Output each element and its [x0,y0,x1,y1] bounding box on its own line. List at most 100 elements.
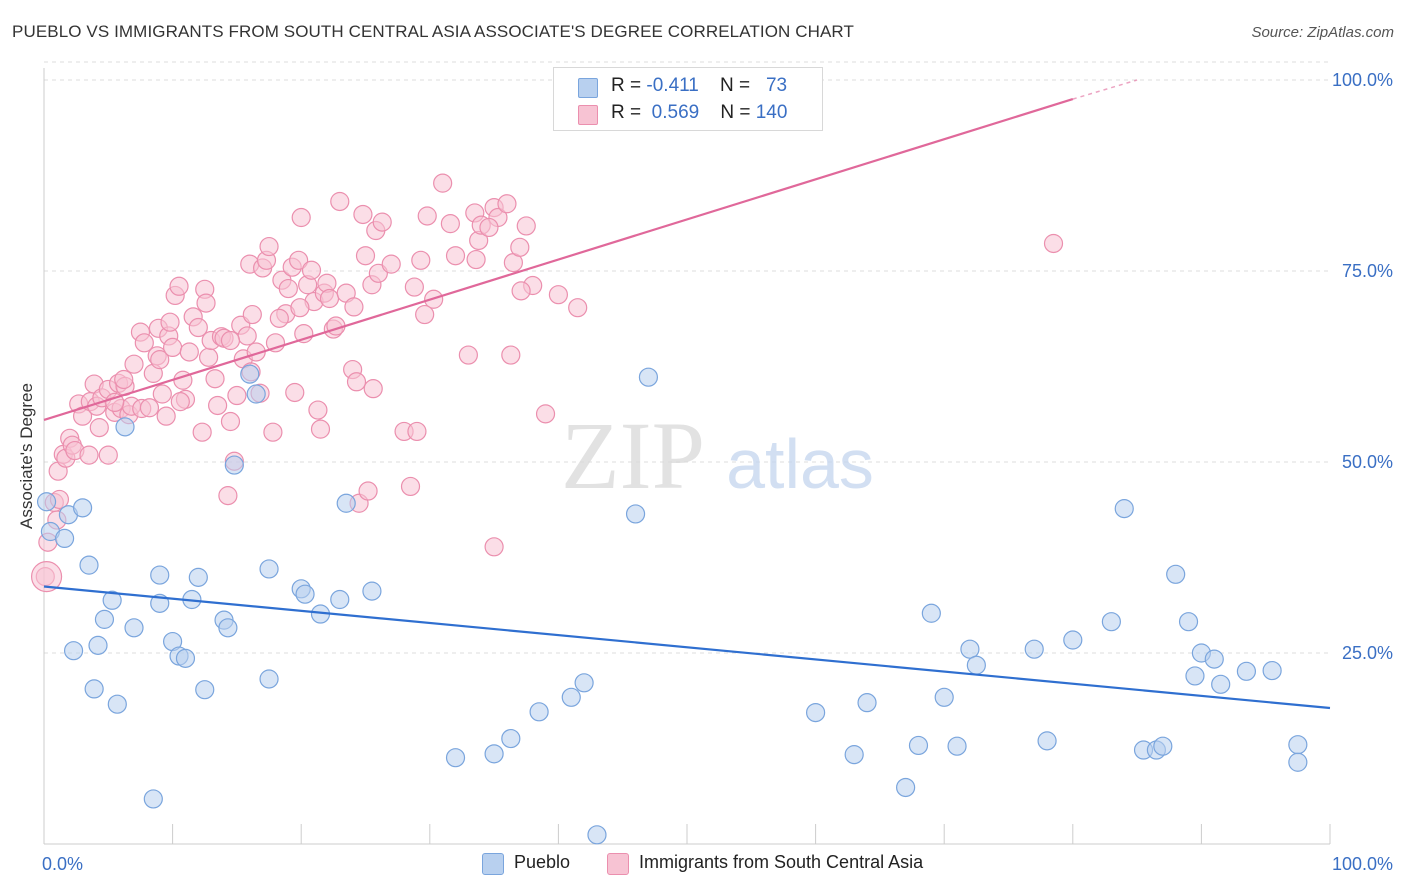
point-immigrants [205,369,225,389]
pueblo-swatch [578,78,598,98]
point-immigrants [484,537,504,557]
point-immigrants [479,217,499,238]
point-pueblo [362,581,382,601]
point-pueblo [36,492,57,512]
point-immigrants [1043,233,1064,254]
point-immigrants [440,214,460,234]
point-immigrants [445,246,466,266]
point-immigrants [220,411,241,432]
point-pueblo [960,639,980,659]
point-pueblo [1236,661,1257,681]
point-immigrants [163,337,183,357]
point-immigrants [227,385,247,406]
point-pueblo [72,498,93,518]
watermark: ZIP atlas [561,402,874,509]
legend-label: Pueblo [514,852,571,872]
point-pueblo [246,384,266,404]
immigrants-swatch [578,105,598,125]
point-immigrants [285,382,305,403]
r-label: R = [611,102,642,123]
point-pueblo [1101,612,1121,632]
point-pueblo [1288,752,1308,772]
point-pueblo [259,559,279,579]
r-label: R = [611,75,642,96]
point-immigrants [170,392,190,412]
point-pueblo [1153,736,1173,756]
point-immigrants [415,304,435,325]
point-immigrants [289,250,309,270]
point-immigrants [411,250,431,270]
point-pueblo [805,702,826,723]
point-immigrants [196,293,216,313]
point-pueblo [638,367,659,387]
point-immigrants [105,392,125,413]
point-immigrants [310,419,331,439]
point-pueblo [1288,735,1308,755]
tick-labels: 25.0% 50.0% 75.0% 100.0% 0.0% 100.0% [42,70,1393,874]
point-immigrants [124,354,144,374]
source-label: Source: ZipAtlas.com [1251,24,1394,41]
point-pueblo [1037,731,1057,751]
point-immigrants [290,298,310,318]
point-pueblo [529,702,549,722]
point-pueblo [107,694,127,714]
point-immigrants [407,421,427,442]
legend-label: Immigrants from South Central Asia [639,852,924,872]
point-pueblo [857,693,877,713]
x-tick-label-min: 0.0% [42,854,83,874]
point-pueblo [561,687,581,707]
chart-title: PUEBLO VS IMMIGRANTS FROM SOUTH CENTRAL … [12,22,854,41]
point-immigrants [220,330,241,351]
legend-row-text: R = 0.569 N = 140 [611,102,787,124]
point-immigrants [278,278,298,299]
point-pueblo [908,735,929,756]
n-value: 140 [755,102,788,123]
point-immigrants [363,379,383,399]
point-immigrants [208,395,228,416]
correlation-legend: R = -0.411 N = 73 R = 0.569 N = 140 [553,67,823,131]
point-immigrants [269,308,289,328]
point-pueblo [844,745,864,765]
point-pueblo [54,528,75,549]
r-value: -0.411 [646,75,699,96]
point-immigrants [330,191,350,212]
point-immigrants [381,254,401,274]
point-immigrants [291,207,311,228]
point-pueblo [143,789,163,809]
n-label: N = [720,102,751,123]
point-pueblo [336,493,356,513]
point-pueblo [115,417,135,437]
point-immigrants [346,372,367,392]
point-immigrants [501,345,521,365]
point-immigrants [404,277,424,297]
point-pueblo [102,590,122,610]
point-pueblo [587,825,607,845]
y-tick-label: 75.0% [1342,261,1393,281]
trend-pueblo [43,585,1331,710]
point-pueblo [218,618,238,638]
point-pueblo [1211,674,1231,694]
point-pueblo [1185,666,1205,686]
point-immigrants [301,260,322,280]
point-pueblo [1204,649,1224,669]
point-immigrants [192,422,212,442]
y-tick-label: 100.0% [1332,70,1393,90]
y-axis-label: Associate's Degree [17,383,36,529]
point-pueblo [79,555,99,575]
point-immigrants [188,317,208,338]
point-pueblo [1114,499,1134,519]
trend-immigrants-extension [1072,79,1138,100]
point-immigrants [417,206,437,226]
point-immigrants [218,486,238,506]
point-pueblo [84,679,104,699]
point-immigrants [134,333,154,353]
point-immigrants [510,237,530,257]
immigrants-swatch [607,853,629,875]
point-pueblo [501,728,521,749]
point-pueblo [1063,630,1083,650]
point-immigrants [511,281,531,301]
point-pueblo [896,777,916,798]
point-immigrants [458,345,478,365]
point-immigrants [353,204,373,225]
